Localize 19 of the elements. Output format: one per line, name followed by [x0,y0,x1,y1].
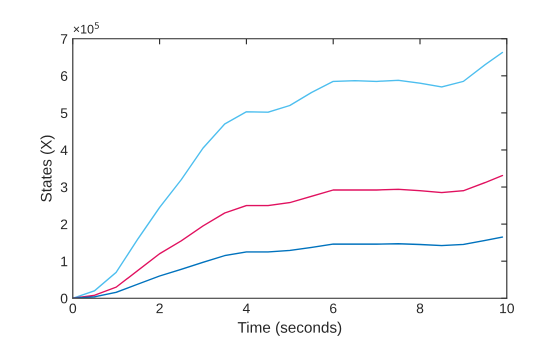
x-tick-label: 6 [330,303,336,314]
y-tick-label: 5 [60,108,68,118]
x-tick-label: 2 [156,303,163,314]
y-tick-label: 1 [61,256,68,266]
x-tick-label: 8 [416,303,424,314]
text: ×10$^{5}$ [74,22,99,34]
y-tick-label: 0 [60,294,68,304]
x-tick-label: 0 [69,303,76,314]
y-tick-label: 6 [60,71,68,81]
y-tick-label: 4 [60,145,68,155]
x-axis-title: Time (seconds) [238,322,342,336]
x-tick-label: 10 [500,303,514,314]
line-series [72,174,504,298]
y-axis-title: States (X) [40,135,55,202]
line-series [72,52,504,298]
x-tick-label: 4 [242,304,250,314]
y-tick-label: 3 [60,182,68,192]
y-tick-label: 7 [60,34,68,44]
y-tick-label: 2 [60,219,68,230]
